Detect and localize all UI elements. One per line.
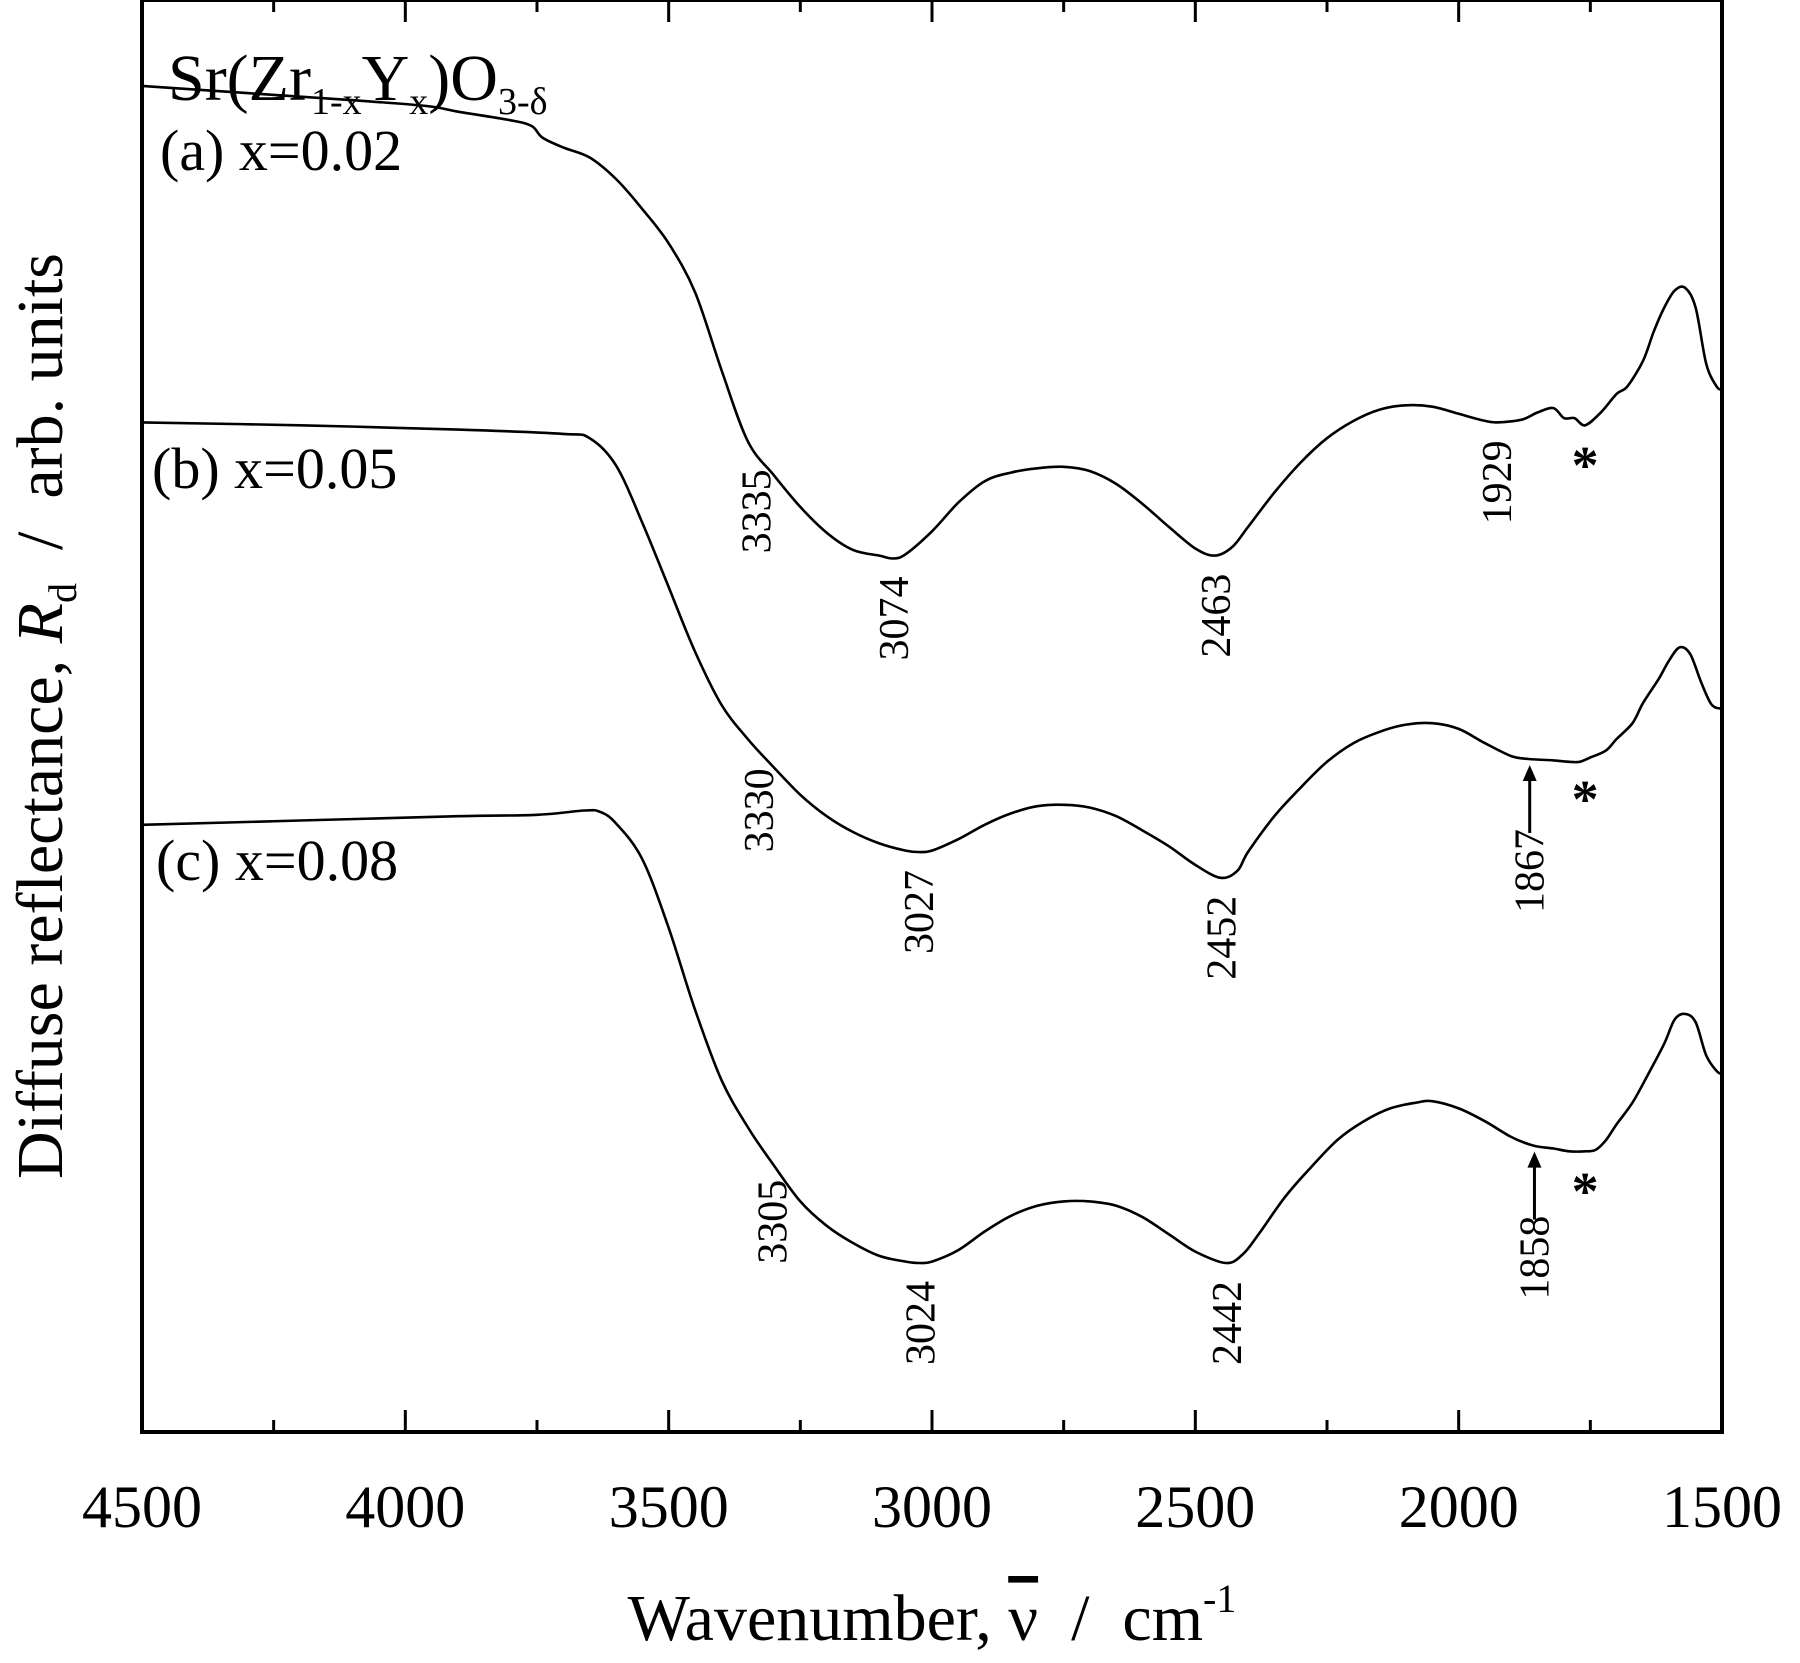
peak-label-7: 1867: [1508, 829, 1554, 913]
x-tick-label-3: 3000: [872, 1474, 992, 1540]
label-layer: 3335 3074 2463 1929 3330 3027 2452 1867 3305 3024…: [735, 435, 1599, 1365]
series-line-2: [141, 808, 1723, 1265]
peak-arrow-head-11: [1527, 1151, 1542, 1168]
peak-label-6: 2452: [1200, 896, 1246, 980]
formula-sub3: 3-δ: [498, 81, 548, 123]
peak-label-0: 3335: [735, 469, 781, 553]
y-axis-title-sub: d: [40, 583, 85, 603]
peak-label-11: 1858: [1513, 1216, 1559, 1300]
x-tick-label-0: 4500: [82, 1474, 202, 1540]
y-axis-title: Diffuse reflectance, Rd / arb. units: [4, 253, 85, 1179]
peak-label-1: 3074: [872, 577, 918, 661]
x-axis-title-symbol: ν: [1008, 1582, 1038, 1655]
x-axis-title-sup: -1: [1203, 1576, 1236, 1621]
y-axis-title-main: Diffuse reflectance,: [4, 643, 77, 1179]
series-line-1: [141, 421, 1723, 880]
y-axis-title-rest: / arb. units: [4, 253, 77, 583]
series-label-2: (c) x=0.08: [156, 828, 398, 893]
formula-base: Sr(Zr: [168, 42, 311, 115]
x-tick-label-5: 2000: [1399, 1474, 1519, 1540]
series-label-0: (a) x=0.02: [160, 118, 402, 183]
peak-label-2: 2463: [1194, 574, 1240, 658]
peak-label-8: 3305: [750, 1180, 796, 1264]
x-tick-label-1: 4000: [345, 1474, 465, 1540]
formula-mid: Y: [362, 42, 410, 115]
x-tick-label-6: 1500: [1662, 1474, 1782, 1540]
peak-label-9: 3024: [898, 1281, 944, 1365]
formula-sub2: x: [409, 81, 428, 123]
asterisk-marker-1: *: [1572, 770, 1599, 830]
peak-label-4: 3330: [737, 768, 783, 852]
asterisk-marker-0: *: [1572, 435, 1599, 495]
x-tick-label-4: 2500: [1135, 1474, 1255, 1540]
x-tick-label-2: 3500: [609, 1474, 729, 1540]
asterisk-marker-2: *: [1572, 1161, 1599, 1221]
y-axis-title-symbol: R: [4, 603, 77, 644]
peak-arrow-head-7: [1522, 764, 1537, 781]
series-line-0: [141, 84, 1723, 560]
plot-frame: [140, 0, 1724, 1434]
series-layer: (a) x=0.02 (b) x=0.05 (c) x=0.08: [141, 84, 1723, 1265]
x-axis-title: Wavenumber, ν / cm-1: [628, 1576, 1237, 1655]
series-label-1: (b) x=0.05: [152, 436, 397, 501]
x-ticks: 4500 4000 3500 3000 2500 2000 1500: [82, 0, 1782, 1540]
formula-label: Sr(Zr1-xYx)O3-δ: [168, 42, 548, 123]
peak-label-5: 3027: [897, 870, 943, 954]
formula-close: )O: [428, 42, 498, 115]
formula-sub1: 1-x: [311, 81, 362, 123]
peak-label-3: 1929: [1475, 440, 1521, 524]
x-axis-title-sep: / cm: [1038, 1582, 1203, 1655]
x-axis-title-main: Wavenumber,: [628, 1582, 1009, 1655]
peak-label-10: 2442: [1205, 1281, 1251, 1365]
